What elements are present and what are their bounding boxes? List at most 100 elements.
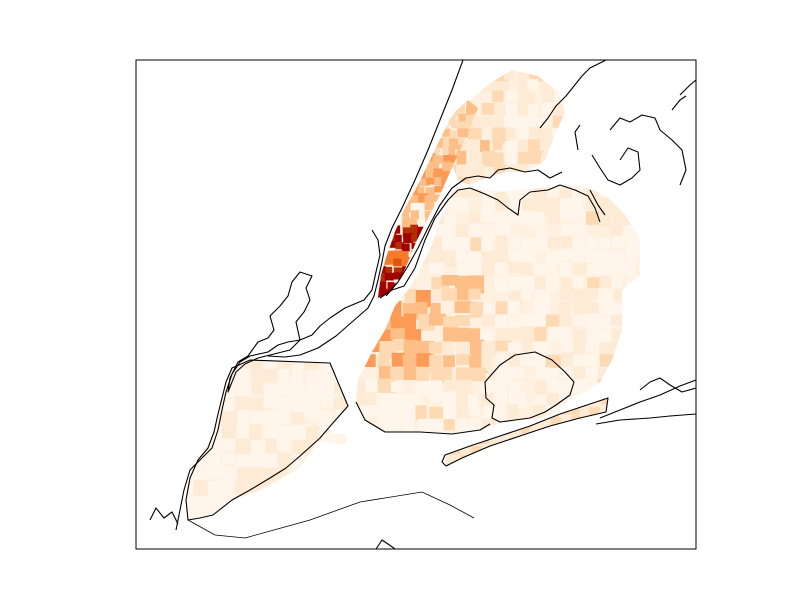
tract-cell[interactable] — [291, 395, 310, 414]
tract-cell[interactable] — [384, 97, 395, 104]
tract-cell[interactable] — [379, 184, 395, 196]
tract-cell[interactable] — [455, 432, 472, 447]
tract-cell[interactable] — [424, 195, 436, 205]
tract-cell[interactable] — [378, 201, 389, 213]
tract-cell[interactable] — [395, 112, 407, 124]
tract-cell[interactable] — [390, 433, 409, 450]
tract-cell[interactable] — [265, 438, 280, 455]
tract-cell[interactable] — [182, 410, 195, 427]
tract-cell[interactable] — [419, 178, 431, 187]
tract-cell[interactable] — [351, 431, 364, 446]
tract-cell[interactable] — [401, 98, 410, 106]
tract-cell[interactable] — [554, 69, 564, 79]
tract-cell[interactable] — [385, 266, 393, 278]
tract-cell[interactable] — [352, 354, 366, 365]
tract-cell[interactable] — [548, 456, 562, 467]
tract-cell[interactable] — [377, 208, 387, 220]
tract-cell[interactable] — [320, 465, 332, 479]
tract-cell[interactable] — [612, 354, 627, 366]
tract-cell[interactable] — [561, 235, 573, 250]
tract-cell[interactable] — [424, 105, 432, 113]
tract-cell[interactable] — [429, 391, 441, 403]
tract-cell[interactable] — [305, 508, 323, 526]
tract-cell[interactable] — [395, 121, 402, 130]
tract-cell[interactable] — [235, 454, 254, 467]
tract-cell[interactable] — [442, 237, 458, 252]
tract-cell[interactable] — [402, 169, 413, 177]
tract-cell[interactable] — [517, 103, 529, 115]
tract-cell[interactable] — [401, 256, 411, 267]
tract-cell[interactable] — [585, 339, 604, 351]
tract-cell[interactable] — [415, 380, 430, 396]
tract-cell[interactable] — [411, 154, 420, 163]
tract-cell[interactable] — [528, 153, 541, 165]
tract-cell[interactable] — [481, 115, 493, 128]
tract-cell[interactable] — [509, 381, 521, 397]
tract-cell[interactable] — [319, 369, 336, 384]
tract-cell[interactable] — [638, 300, 652, 312]
tract-cell[interactable] — [347, 479, 368, 494]
tract-cell[interactable] — [585, 379, 600, 391]
tract-cell[interactable] — [402, 137, 411, 147]
tract-cell[interactable] — [449, 130, 457, 141]
tract-cell[interactable] — [418, 106, 430, 117]
tract-cell[interactable] — [179, 356, 196, 372]
tract-cell[interactable] — [519, 456, 533, 465]
tract-cell[interactable] — [401, 131, 412, 141]
tract-cell[interactable] — [468, 165, 485, 177]
tract-cell[interactable] — [408, 168, 418, 177]
tract-cell[interactable] — [572, 209, 590, 222]
tract-cell[interactable] — [561, 340, 574, 352]
tract-cell[interactable] — [248, 397, 269, 411]
tract-cell[interactable] — [468, 328, 480, 346]
tract-cell[interactable] — [561, 417, 573, 430]
tract-cell[interactable] — [410, 210, 420, 221]
tract-cell[interactable] — [612, 303, 624, 314]
tract-cell[interactable] — [193, 410, 208, 429]
tract-cell[interactable] — [290, 412, 304, 427]
tract-cell[interactable] — [560, 433, 574, 449]
tract-cell[interactable] — [434, 177, 443, 186]
tract-cell[interactable] — [364, 340, 382, 353]
tract-cell[interactable] — [458, 79, 469, 93]
tract-cell[interactable] — [181, 424, 199, 441]
tract-cell[interactable] — [417, 121, 429, 129]
tract-cell[interactable] — [378, 178, 389, 186]
tract-cell[interactable] — [391, 381, 404, 392]
tract-cell[interactable] — [363, 197, 380, 209]
tract-cell[interactable] — [574, 301, 588, 315]
tract-cell[interactable] — [451, 120, 460, 129]
tract-cell[interactable] — [416, 301, 428, 320]
tract-cell[interactable] — [508, 236, 521, 248]
tract-cell[interactable] — [573, 378, 586, 397]
tract-cell[interactable] — [572, 248, 584, 262]
tract-cell[interactable] — [426, 171, 436, 181]
tract-cell[interactable] — [590, 437, 601, 450]
tract-cell[interactable] — [441, 177, 451, 188]
tract-cell[interactable] — [410, 224, 418, 235]
tract-cell[interactable] — [334, 382, 352, 394]
tract-cell[interactable] — [237, 467, 252, 484]
tract-cell[interactable] — [377, 197, 392, 209]
tract-cell[interactable] — [581, 424, 595, 434]
tract-cell[interactable] — [581, 466, 591, 476]
tract-cell[interactable] — [626, 341, 643, 354]
tract-cell[interactable] — [479, 456, 491, 466]
tract-cell[interactable] — [385, 122, 395, 132]
tract-cell[interactable] — [494, 262, 507, 276]
tract-cell[interactable] — [489, 435, 500, 450]
tract-cell[interactable] — [434, 186, 442, 193]
tract-cell[interactable] — [572, 197, 584, 211]
tract-cell[interactable] — [424, 161, 433, 172]
tract-cell[interactable] — [221, 411, 241, 430]
tract-cell[interactable] — [601, 395, 611, 405]
tract-cell[interactable] — [529, 446, 540, 460]
tract-cell[interactable] — [528, 126, 543, 140]
tract-cell[interactable] — [449, 155, 457, 163]
tract-cell[interactable] — [394, 234, 402, 245]
tract-cell[interactable] — [192, 356, 208, 373]
tract-cell[interactable] — [369, 161, 381, 170]
tract-cell[interactable] — [611, 445, 620, 458]
tract-cell[interactable] — [395, 241, 405, 250]
tract-cell[interactable] — [591, 426, 602, 439]
